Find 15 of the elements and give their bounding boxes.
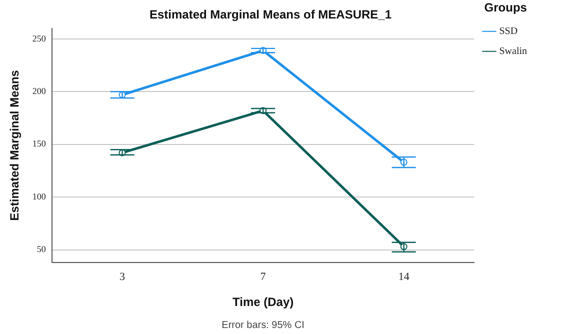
y-tick-label: 50: [36, 244, 46, 254]
x-tick-label: 3: [120, 270, 126, 283]
x-axis-title: Time (Day): [232, 295, 294, 310]
legend-label: SSD: [499, 26, 518, 38]
x-tick-label: 14: [398, 270, 410, 283]
y-tick-label: 100: [32, 191, 46, 202]
legend-label: Swalin: [499, 46, 528, 58]
text: Error bars: 95% CI: [222, 320, 304, 331]
y-tick-label: 250: [32, 33, 46, 44]
y-tick-label: 200: [32, 86, 46, 96]
y-axis-title: Estimated Marginal Means: [8, 70, 22, 221]
x-tick-label: 7: [260, 270, 266, 283]
chart-title: Estimated Marginal Means of MEASURE_1: [149, 8, 392, 22]
y-tick-label: 150: [32, 138, 46, 149]
legend-title: Groups: [484, 0, 528, 14]
